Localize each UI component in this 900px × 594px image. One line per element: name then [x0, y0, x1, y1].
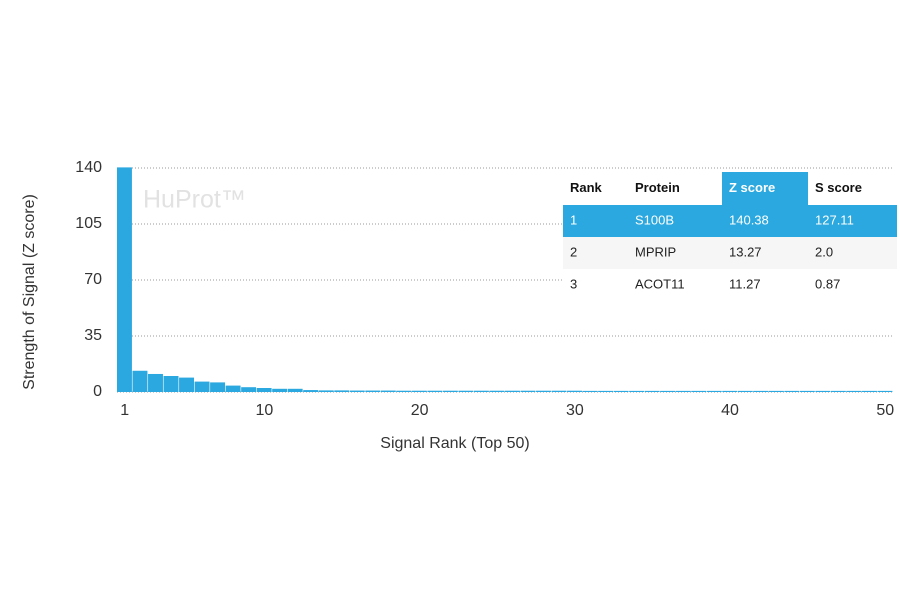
bar — [334, 390, 350, 392]
bar — [396, 390, 412, 392]
bar — [117, 167, 132, 392]
bar — [318, 390, 334, 392]
bar — [706, 390, 722, 392]
bar — [442, 390, 458, 392]
bar — [815, 390, 831, 392]
bar — [768, 390, 784, 392]
column-header: Protein — [635, 180, 680, 195]
bar — [861, 390, 877, 392]
bar — [287, 388, 303, 392]
bar — [877, 390, 893, 392]
bar — [458, 390, 474, 392]
bar — [536, 390, 551, 392]
bar — [148, 373, 163, 392]
table-cell: 11.27 — [729, 276, 761, 291]
column-header: Z score — [729, 180, 775, 195]
table-cell: 0.87 — [815, 276, 840, 291]
bar — [272, 388, 288, 392]
bar — [194, 381, 210, 392]
x-tick-label: 1 — [120, 402, 129, 419]
y-axis-label: Strength of Signal (Z score) — [21, 194, 38, 390]
bar — [799, 390, 815, 392]
row-background — [563, 237, 897, 269]
column-header: Rank — [570, 180, 603, 195]
table-cell: 2.0 — [815, 244, 833, 259]
bar — [675, 390, 691, 392]
watermark: HuProt™ — [143, 186, 246, 214]
bar — [349, 390, 365, 392]
table-cell: 2 — [570, 244, 577, 259]
bar — [737, 390, 753, 392]
bar — [489, 390, 505, 392]
bar — [567, 390, 582, 392]
bar — [256, 388, 272, 392]
y-tick-label: 105 — [75, 215, 102, 232]
bar — [365, 390, 381, 392]
bar — [722, 390, 738, 392]
bar — [210, 382, 226, 392]
bar — [411, 390, 427, 392]
bar — [303, 390, 319, 392]
bar — [644, 390, 660, 392]
table-cell: 3 — [570, 276, 577, 291]
bar — [473, 390, 489, 392]
table-cell: 13.27 — [729, 244, 762, 259]
y-tick-label: 140 — [75, 159, 102, 176]
table-cell: 140.38 — [729, 212, 769, 227]
table-cell: 127.11 — [815, 212, 854, 227]
column-header: S score — [815, 180, 862, 195]
bar — [629, 390, 645, 392]
y-tick-label: 0 — [93, 383, 102, 400]
bar — [241, 387, 257, 392]
bar — [163, 376, 179, 392]
x-tick-label: 10 — [256, 402, 274, 419]
y-tick-label: 70 — [84, 271, 102, 288]
bar — [551, 390, 567, 392]
bar — [830, 390, 846, 392]
bar — [582, 390, 598, 392]
table-cell: MPRIP — [635, 244, 676, 259]
bar — [132, 370, 148, 392]
bar — [380, 390, 396, 392]
bar — [753, 390, 769, 392]
bar — [179, 377, 194, 392]
table-cell: S100B — [635, 212, 674, 227]
bar — [598, 390, 614, 392]
table-cell: 1 — [570, 212, 577, 227]
bar — [520, 390, 536, 392]
bar — [691, 390, 707, 392]
y-tick-label: 35 — [84, 327, 102, 344]
bar — [505, 390, 520, 392]
bar — [613, 390, 629, 392]
bar — [784, 390, 800, 392]
x-tick-label: 50 — [876, 402, 894, 419]
table-cell: ACOT11 — [635, 276, 685, 291]
x-tick-label: 20 — [411, 402, 429, 419]
bar — [225, 385, 241, 392]
bar — [660, 390, 676, 392]
x-tick-label: 40 — [721, 402, 739, 419]
bar — [846, 390, 862, 392]
x-axis-label: Signal Rank (Top 50) — [380, 435, 529, 452]
row-highlight — [563, 205, 897, 237]
row-background — [563, 269, 897, 301]
header-highlight — [722, 172, 808, 205]
x-tick-label: 30 — [566, 402, 584, 419]
bar — [427, 390, 443, 392]
